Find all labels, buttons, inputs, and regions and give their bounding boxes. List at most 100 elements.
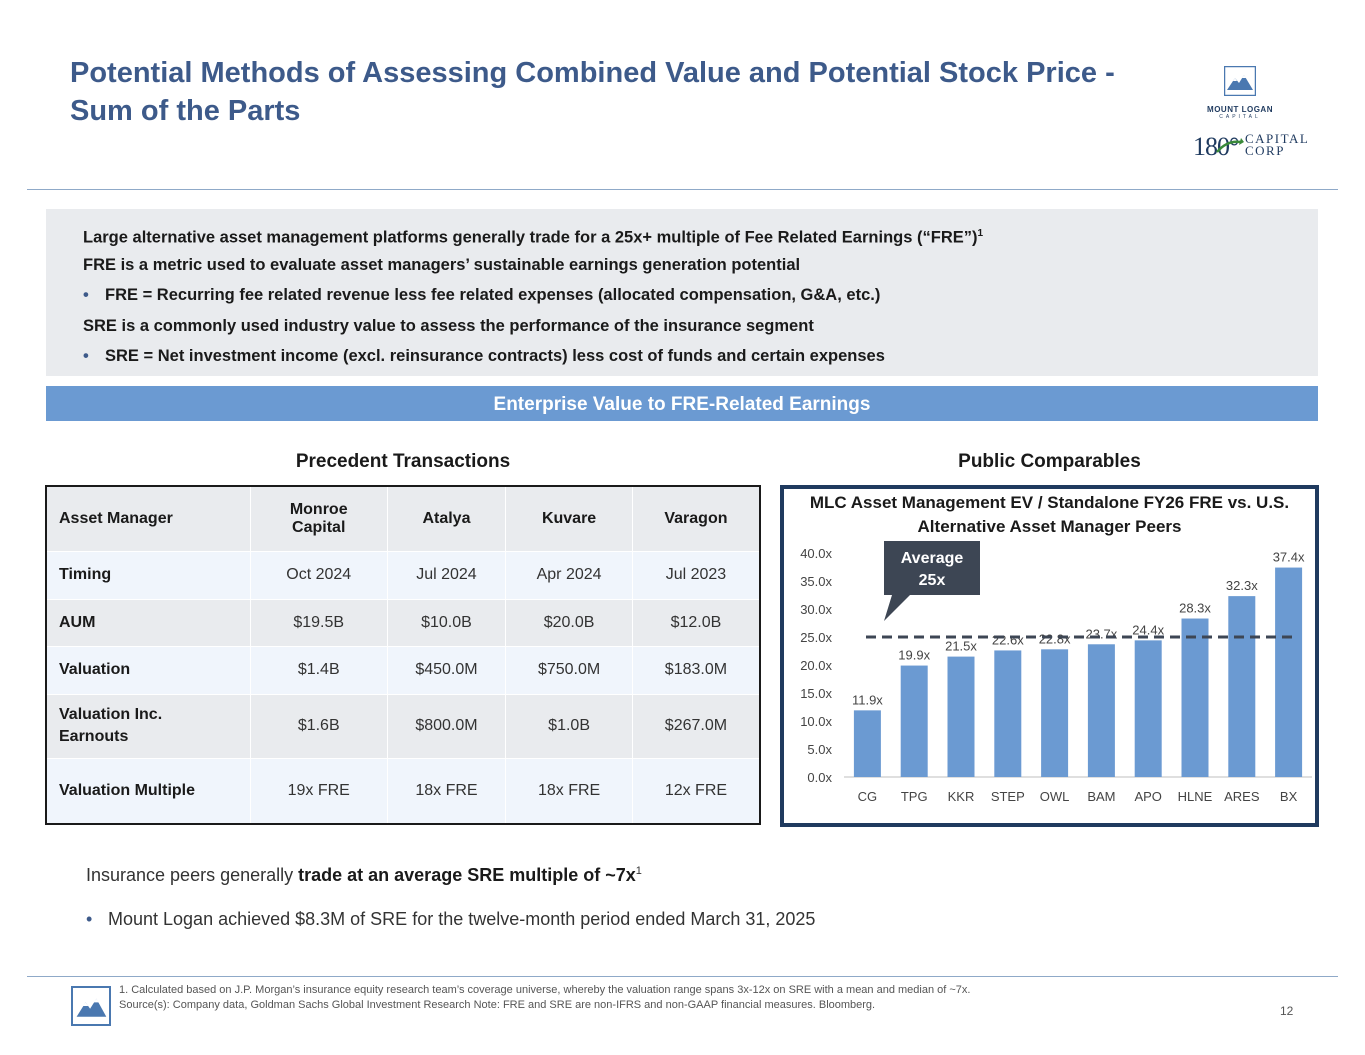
summary-line-1: Large alternative asset management platf… [83,222,1281,253]
table-cell: $20.0B [505,598,633,647]
mountain-icon [1223,65,1257,97]
table-row: Valuation Multiple 19x FRE 18x FRE 18x F… [45,757,761,825]
180-logo-corp: CORP [1245,143,1285,158]
x-tick-label: KKR [948,789,975,804]
table-cell: $19.5B [249,598,388,647]
table-cell: $183.0M [631,645,761,695]
data-label: 32.3x [1226,578,1258,593]
mountain-icon [71,986,111,1026]
y-tick-label: 10.0x [800,714,832,729]
table-row-label: AUM [45,598,251,647]
table-cell: $450.0M [386,645,507,695]
summary-panel: Large alternative asset management platf… [46,209,1318,376]
table-cell: 18x FRE [505,757,633,825]
table-cell: 19x FRE [249,757,388,825]
data-label: 37.4x [1273,550,1305,565]
table-row-label: Timing [45,550,251,600]
x-tick-label: BX [1280,789,1298,804]
table-cell: 12x FRE [631,757,761,825]
bar [1181,618,1209,777]
table-cell: $1.6B [249,693,388,759]
bar [1041,649,1069,777]
table-cell: 18x FRE [386,757,507,825]
mount-logan-sub: CAPITAL [1219,114,1261,120]
data-label: 23.7x [1085,626,1117,641]
table-cell: Apr 2024 [505,550,633,600]
bar [1275,567,1303,777]
y-tick-label: 20.0x [800,658,832,673]
bar [1134,640,1162,777]
bar-chart: 0.0x 5.0x 10.0x 15.0x 20.0x 25.0x 30.0x 35.0x 40… [800,541,1312,804]
page-number: 12 [1280,1004,1294,1018]
table-header-row: Asset Manager Monroe Capital Atalya Kuva… [45,485,761,552]
table-cell: $1.4B [249,645,388,695]
x-tick-label: ARES [1224,789,1260,804]
x-tick-label: TPG [901,789,928,804]
header-divider [27,189,1338,190]
data-label: 22.6x [992,632,1024,647]
bar [994,650,1022,777]
insurance-bullet: Mount Logan achieved $8.3M of SRE for th… [86,909,815,930]
page-title-line-2: Sum of the Parts [70,95,301,127]
data-label: 22.8x [1039,631,1071,646]
precedent-transactions-table: Asset Manager Monroe Capital Atalya Kuva… [45,485,761,825]
summary-line-2: FRE is a metric used to evaluate asset m… [83,255,801,274]
180-capital-logo: 180° CAPITAL CORP [1193,132,1318,162]
bar [853,710,881,777]
footnote-ref: 1 [635,865,642,877]
table-cell: Jul 2023 [631,550,761,600]
table-header-cell: Monroe Capital [249,485,388,552]
footnote: 1. Calculated based on J.P. Morgan’s ins… [119,983,970,1013]
table-header-cell: Kuvare [505,485,633,552]
data-label: 28.3x [1179,601,1211,616]
bar [1087,644,1115,777]
table-row: AUM $19.5B $10.0B $20.0B $12.0B [45,598,761,647]
table-cell: Jul 2024 [386,550,507,600]
insurance-lead: Insurance peers generally [86,865,299,885]
data-label: 19.9x [898,648,930,663]
x-tick-label: APO [1134,789,1161,804]
average-value: 25x [919,572,946,589]
average-callout [884,541,980,621]
table-cell: $750.0M [505,645,633,695]
footnote-ref: 1 [977,228,984,239]
bar [900,665,928,777]
table-row: Timing Oct 2024 Jul 2024 Apr 2024 Jul 20… [45,550,761,600]
bar [1228,596,1256,777]
180-logo-text: CAPITAL CORP [1245,131,1310,158]
180-logo-capital: CAPITAL [1245,131,1310,146]
180-logo-number: 180° [1193,132,1239,161]
chart-title-line-1: MLC Asset Management EV / Standalone FY2… [809,493,1290,512]
data-label: 21.5x [945,639,977,654]
public-comparables-title: Public Comparables [958,451,1141,472]
x-tick-label: STEP [991,789,1025,804]
public-comparables-chart: MLC Asset Management EV / Standalone FY2… [780,485,1319,827]
data-label: 24.4x [1132,622,1164,637]
mount-logan-name: MOUNT LOGAN [1207,105,1273,114]
x-tick-label: CG [858,789,878,804]
y-tick-label: 40.0x [800,546,832,561]
mount-logan-logo: MOUNT LOGAN CAPITAL [1205,65,1275,120]
table-row-label: Valuation [45,645,251,695]
arrow-icon [1216,138,1244,153]
summary-line-1-text: Large alternative asset management platf… [83,228,978,247]
bar [947,656,975,777]
table-row-label: Valuation Multiple [45,757,251,825]
insurance-line: Insurance peers generally trade at an av… [86,865,642,886]
chart-title: MLC Asset Management EV / Standalone FY2… [784,491,1315,539]
y-tick-label: 30.0x [800,602,832,617]
y-tick-label: 5.0x [807,742,832,757]
page-title-line-1: Potential Methods of Assessing Combined … [70,57,1115,89]
summary-bullet-2: SRE = Net investment income (excl. reins… [83,344,1281,375]
table-header-cell: Varagon [631,485,761,552]
x-tick-label: BAM [1087,789,1115,804]
footnote-line-2: Source(s): Company data, Goldman Sachs G… [119,999,876,1011]
x-tick-label: HLNE [1178,789,1213,804]
y-tick-label: 0.0x [807,770,832,785]
table-header-cell: Asset Manager [45,485,251,552]
y-tick-label: 35.0x [800,574,832,589]
precedent-transactions-title: Precedent Transactions [295,451,511,472]
y-tick-label: 15.0x [800,686,832,701]
summary-bullet-1: FRE = Recurring fee related revenue less… [83,283,1281,314]
footnote-line-1: 1. Calculated based on J.P. Morgan’s ins… [119,984,971,996]
